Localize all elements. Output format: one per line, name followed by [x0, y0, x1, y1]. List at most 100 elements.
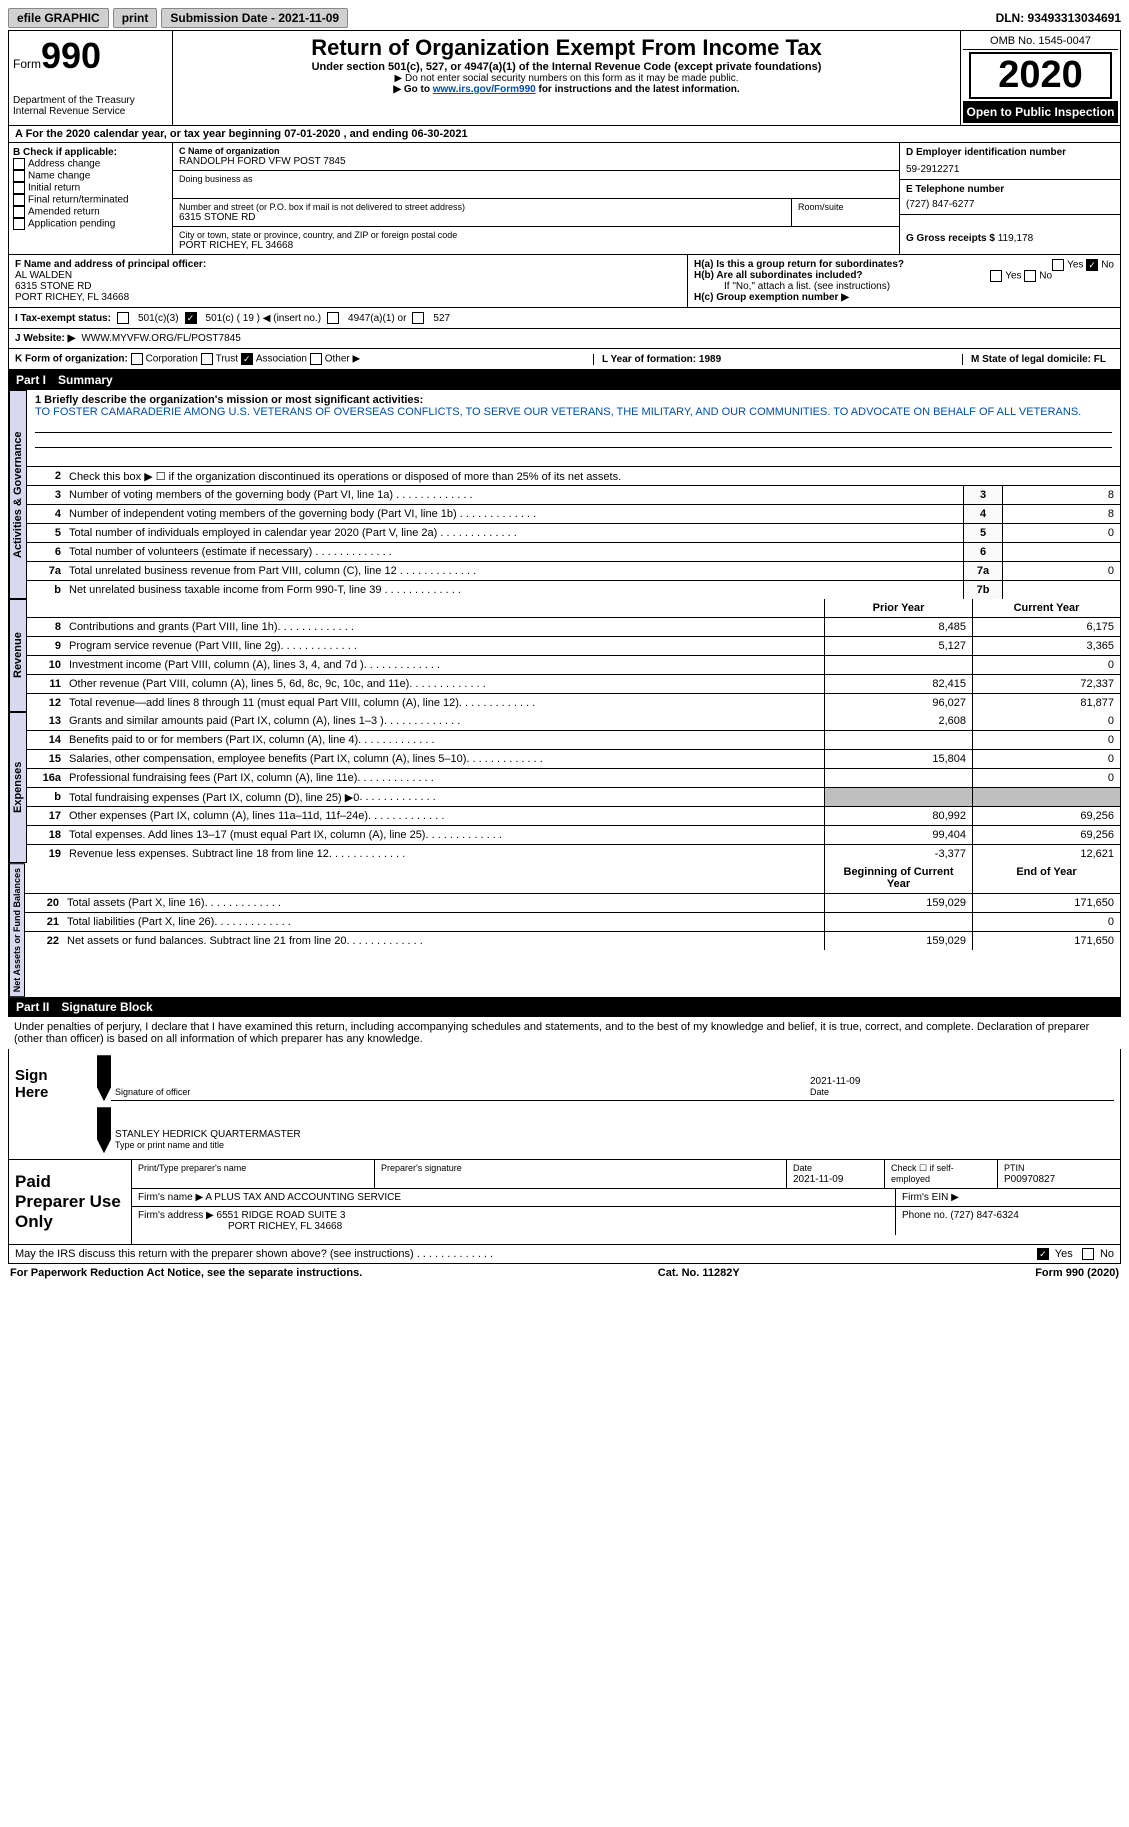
website-value: WWW.MYVFW.ORG/FL/POST7845	[81, 333, 240, 344]
open-to-public: Open to Public Inspection	[963, 101, 1118, 123]
top-toolbar: efile GRAPHIC print Submission Date - 20…	[8, 8, 1121, 28]
note-goto: ▶ Go to www.irs.gov/Form990 for instruct…	[177, 84, 956, 95]
chk-name-change[interactable]: Name change	[13, 170, 168, 182]
opt-527: 527	[433, 313, 450, 324]
table-row: bTotal fundraising expenses (Part IX, co…	[27, 788, 1120, 807]
form-header: Form990 Department of the Treasury Inter…	[8, 30, 1121, 126]
gross-value: 119,178	[998, 233, 1033, 244]
room-suite: Room/suite	[791, 199, 899, 226]
firm-address: Firm's address ▶ 6551 RIDGE ROAD SUITE 3…	[132, 1207, 896, 1235]
discuss-yes[interactable]	[1037, 1248, 1049, 1260]
vert-revenue: Revenue	[9, 599, 27, 712]
line-5: Total number of individuals employed in …	[65, 525, 963, 541]
declaration-text: Under penalties of perjury, I declare th…	[8, 1017, 1121, 1049]
gross-label: G Gross receipts $	[906, 233, 995, 244]
table-row: 8Contributions and grants (Part VIII, li…	[27, 618, 1120, 637]
signature-field[interactable]: Signature of officer	[111, 1074, 806, 1101]
state-domicile: M State of legal domicile: FL	[962, 354, 1114, 365]
name-arrow-icon	[97, 1107, 111, 1153]
header-right: OMB No. 1545-0047 2020 Open to Public In…	[960, 31, 1120, 125]
j-label: J Website: ▶	[15, 333, 75, 344]
opt-501c: 501(c) ( 19 ) ◀ (insert no.)	[206, 313, 322, 324]
self-employed-check[interactable]: Check ☐ if self-employed	[885, 1160, 998, 1188]
chk-trust[interactable]	[201, 353, 213, 365]
rev-col-header: Prior Year Current Year	[27, 599, 1120, 618]
table-row: 22Net assets or fund balances. Subtract …	[25, 932, 1120, 950]
header-mid: Return of Organization Exempt From Incom…	[173, 31, 960, 125]
col-b-header: B Check if applicable:	[13, 147, 168, 158]
org-name-cell: C Name of organization RANDOLPH FORD VFW…	[173, 143, 899, 170]
line-4: Number of independent voting members of …	[65, 506, 963, 522]
vert-governance: Activities & Governance	[9, 390, 27, 599]
chk-501c3[interactable]	[117, 312, 129, 324]
irs-link[interactable]: www.irs.gov/Form990	[433, 84, 536, 95]
table-row: 13Grants and similar amounts paid (Part …	[27, 712, 1120, 731]
room-label: Room/suite	[798, 202, 893, 212]
print-button[interactable]: print	[113, 8, 158, 28]
submission-date: Submission Date - 2021-11-09	[161, 8, 348, 28]
i-label: I Tax-exempt status:	[15, 313, 111, 324]
chk-final-return[interactable]: Final return/terminated	[13, 194, 168, 206]
preparer-name-header: Print/Type preparer's name	[132, 1160, 375, 1188]
hb-row: H(b) Are all subordinates included? Yes …	[694, 270, 1114, 281]
year-formation: L Year of formation: 1989	[593, 354, 729, 365]
table-row: 21Total liabilities (Part X, line 26)0	[25, 913, 1120, 932]
chk-corp[interactable]	[131, 353, 143, 365]
chk-address-change[interactable]: Address change	[13, 158, 168, 170]
efile-button[interactable]: efile GRAPHIC	[8, 8, 109, 28]
line-7a: Total unrelated business revenue from Pa…	[65, 563, 963, 579]
tax-exempt-status: I Tax-exempt status: 501(c)(3) 501(c) ( …	[8, 308, 1121, 329]
dln: DLN: 93493313034691	[996, 11, 1121, 25]
table-row: 11Other revenue (Part VIII, column (A), …	[27, 675, 1120, 694]
k-label: K Form of organization:	[15, 354, 128, 365]
chk-501c[interactable]	[185, 312, 197, 324]
chk-initial-return[interactable]: Initial return	[13, 182, 168, 194]
expenses-block: Expenses 13Grants and similar amounts pa…	[8, 712, 1121, 863]
section-a-period: A For the 2020 calendar year, or tax yea…	[8, 126, 1121, 143]
vert-net: Net Assets or Fund Balances	[9, 863, 25, 997]
footer-line: For Paperwork Reduction Act Notice, see …	[8, 1264, 1121, 1282]
table-row: 12Total revenue—add lines 8 through 11 (…	[27, 694, 1120, 712]
line-3-val: 8	[1003, 486, 1120, 504]
officer-addr2: PORT RICHEY, FL 34668	[15, 292, 681, 303]
chk-application-pending[interactable]: Application pending	[13, 218, 168, 230]
officer-h-row: F Name and address of principal officer:…	[8, 255, 1121, 308]
vert-expenses: Expenses	[9, 712, 27, 863]
website-row: J Website: ▶ WWW.MYVFW.ORG/FL/POST7845	[8, 329, 1121, 349]
paid-preparer-block: Paid Preparer Use Only Print/Type prepar…	[8, 1160, 1121, 1245]
note-ssn: ▶ Do not enter social security numbers o…	[177, 73, 956, 84]
discuss-no[interactable]	[1082, 1248, 1094, 1260]
chk-amended-return[interactable]: Amended return	[13, 206, 168, 218]
table-row: 9Program service revenue (Part VIII, lin…	[27, 637, 1120, 656]
printed-name: STANLEY HEDRICK QUARTERMASTERType or pri…	[111, 1127, 1114, 1153]
mission-question: 1 Briefly describe the organization's mi…	[35, 394, 1112, 406]
part-1-header: Part I Summary	[8, 370, 1121, 390]
hc-row: H(c) Group exemption number ▶	[694, 292, 1114, 303]
gross-receipts-cell: G Gross receipts $ 119,178	[900, 215, 1120, 254]
line-7b: Net unrelated business taxable income fr…	[65, 582, 963, 598]
line-6: Total number of volunteers (estimate if …	[65, 544, 963, 560]
addr-label: Number and street (or P.O. box if mail i…	[179, 202, 785, 212]
omb-number: OMB No. 1545-0047	[963, 33, 1118, 50]
tax-year: 2020	[969, 52, 1112, 99]
ein-cell: D Employer identification number 59-2912…	[900, 143, 1120, 180]
opt-501c3: 501(c)(3)	[138, 313, 179, 324]
table-row: 15Salaries, other compensation, employee…	[27, 750, 1120, 769]
chk-4947[interactable]	[327, 312, 339, 324]
col-b-checkboxes: B Check if applicable: Address change Na…	[9, 143, 173, 254]
chk-527[interactable]	[412, 312, 424, 324]
irs-label: Internal Revenue Service	[13, 106, 168, 117]
k-row: K Form of organization: Corporation Trus…	[8, 349, 1121, 370]
net-col-header: Beginning of Current Year End of Year	[25, 863, 1120, 894]
h-block: H(a) Is this a group return for subordin…	[687, 255, 1120, 307]
sign-here-block: Sign Here Signature of officer 2021-11-0…	[8, 1049, 1121, 1160]
governance-block: Activities & Governance 1 Briefly descri…	[8, 390, 1121, 599]
chk-assoc[interactable]	[241, 353, 253, 365]
phone-label: E Telephone number	[906, 184, 1114, 195]
chk-other[interactable]	[310, 353, 322, 365]
firm-name: Firm's name ▶ A PLUS TAX AND ACCOUNTING …	[132, 1189, 896, 1206]
addr-cell: Number and street (or P.O. box if mail i…	[173, 199, 791, 226]
discuss-row: May the IRS discuss this return with the…	[8, 1245, 1121, 1264]
line-3: Number of voting members of the governin…	[65, 487, 963, 503]
table-row: 19Revenue less expenses. Subtract line 1…	[27, 845, 1120, 863]
